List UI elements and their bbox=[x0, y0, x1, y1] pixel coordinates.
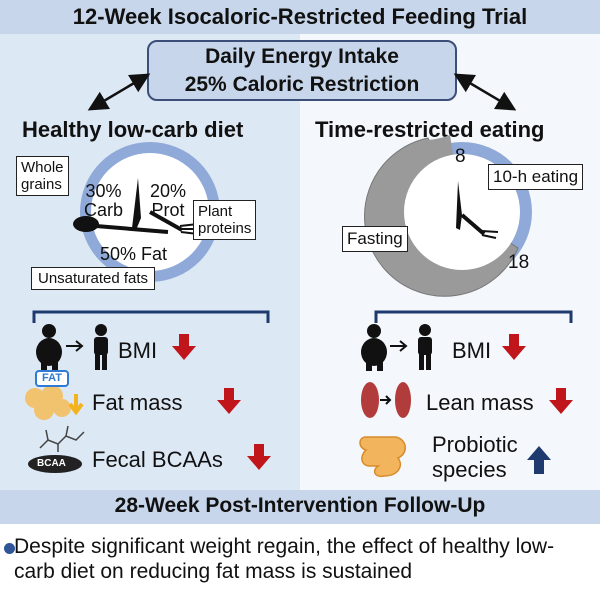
fat-macro: 50% Fat bbox=[100, 244, 168, 264]
tick-18: 18 bbox=[508, 252, 530, 273]
carb-percent: 30% bbox=[85, 181, 122, 201]
right-effect-icons bbox=[359, 324, 432, 478]
fat-decrease-arrow-icon bbox=[68, 394, 84, 416]
right-effect-bmi: BMI bbox=[452, 338, 492, 363]
eating-window-label: 10-h eating bbox=[488, 164, 584, 190]
low-carb-title: Healthy low-carb diet bbox=[22, 117, 244, 142]
right-effect-probiotic: Probiotic species bbox=[432, 432, 518, 482]
clock-fork-icon bbox=[460, 213, 486, 236]
fat-mass-down-arrow-icon bbox=[217, 388, 241, 414]
arrow-left bbox=[87, 73, 151, 111]
right-arrows bbox=[502, 334, 573, 474]
prot-macro: 20% Prot bbox=[150, 182, 186, 220]
intake-line-2: 25% Caloric Restriction bbox=[184, 73, 420, 96]
prot-percent: 20% bbox=[150, 181, 187, 201]
whole-grains-label: Whole grains bbox=[16, 156, 69, 196]
title-band bbox=[0, 0, 600, 34]
right-bracket bbox=[374, 310, 573, 323]
tre-obese-person-icon bbox=[361, 324, 387, 371]
left-effect-bmi: BMI bbox=[118, 338, 158, 363]
brackets bbox=[32, 310, 573, 323]
footer-area bbox=[0, 524, 600, 600]
left-effect-fat-mass: Fat mass bbox=[92, 390, 183, 415]
plate-graphic bbox=[73, 142, 220, 282]
plant-proteins-label: Plant proteins bbox=[193, 200, 257, 240]
muscle-icon bbox=[361, 382, 411, 418]
slim-person-icon bbox=[94, 324, 108, 370]
prot-text: Prot bbox=[151, 200, 185, 220]
fasting-label: Fasting bbox=[342, 226, 408, 252]
arrow-right bbox=[453, 73, 517, 111]
bmi-change-arrow-icon bbox=[66, 340, 84, 352]
followup-finding: Despite significant weight regain, the e… bbox=[14, 535, 555, 583]
tre-title: Time-restricted eating bbox=[315, 117, 545, 142]
followup-title: 28-Week Post-Intervention Follow-Up bbox=[114, 494, 486, 517]
spoon-bowl-icon bbox=[73, 216, 99, 232]
intestine-icon bbox=[359, 436, 406, 478]
carb-text: Carb bbox=[84, 200, 124, 220]
plant-proteins-line2: proteins bbox=[198, 220, 252, 237]
spoon-handle bbox=[95, 224, 169, 234]
lean-mass-down-arrow-icon bbox=[549, 388, 573, 414]
bcaa-molecule-icon bbox=[39, 425, 85, 452]
tre-slim-person-icon bbox=[418, 324, 432, 370]
tre-bmi-down-arrow-icon bbox=[502, 334, 526, 360]
clock-knife-icon bbox=[456, 181, 462, 230]
plant-proteins-line1: Plant bbox=[198, 203, 233, 220]
tick-8: 8 bbox=[455, 146, 466, 167]
left-effect-icons bbox=[25, 324, 108, 473]
fat-badge bbox=[35, 370, 69, 387]
energy-intake-box: Daily Energy Intake 25% Caloric Restrict… bbox=[147, 40, 457, 101]
knife-icon bbox=[132, 178, 141, 230]
right-effect-lean-mass: Lean mass bbox=[426, 390, 534, 415]
probiotic-line1: Probiotic bbox=[432, 432, 518, 457]
whole-grains-line2: grains bbox=[21, 176, 62, 193]
probiotic-up-arrow-icon bbox=[527, 446, 551, 474]
fat-badge-text: FAT bbox=[42, 372, 62, 384]
bmi-down-arrow-icon bbox=[172, 334, 196, 360]
fat-cells-icon bbox=[25, 385, 71, 420]
bcaa-badge-text: BCAA bbox=[37, 458, 66, 469]
tre-bmi-change-arrow-icon bbox=[390, 340, 408, 352]
fork-icon bbox=[149, 210, 183, 232]
unsaturated-fats-label: Unsaturated fats bbox=[31, 267, 156, 290]
intake-line-1: Daily Energy Intake bbox=[205, 45, 399, 68]
left-bracket bbox=[32, 310, 270, 323]
followup-band bbox=[0, 490, 600, 524]
probiotic-line2: species bbox=[432, 457, 507, 482]
whole-grains-line1: Whole bbox=[21, 159, 64, 176]
figure-title: 12-Week Isocaloric-Restricted Feeding Tr… bbox=[72, 4, 528, 29]
bcaa-label-bg bbox=[28, 455, 82, 473]
carb-macro: 30% Carb bbox=[84, 182, 123, 220]
obese-person-icon bbox=[36, 324, 62, 371]
bcaa-down-arrow-icon bbox=[247, 444, 271, 470]
left-effect-fecal-bcaas: Fecal BCAAs bbox=[92, 447, 223, 472]
bullet-icon bbox=[4, 543, 15, 554]
left-down-arrows bbox=[172, 334, 271, 470]
clock-fork-tines bbox=[481, 230, 499, 239]
